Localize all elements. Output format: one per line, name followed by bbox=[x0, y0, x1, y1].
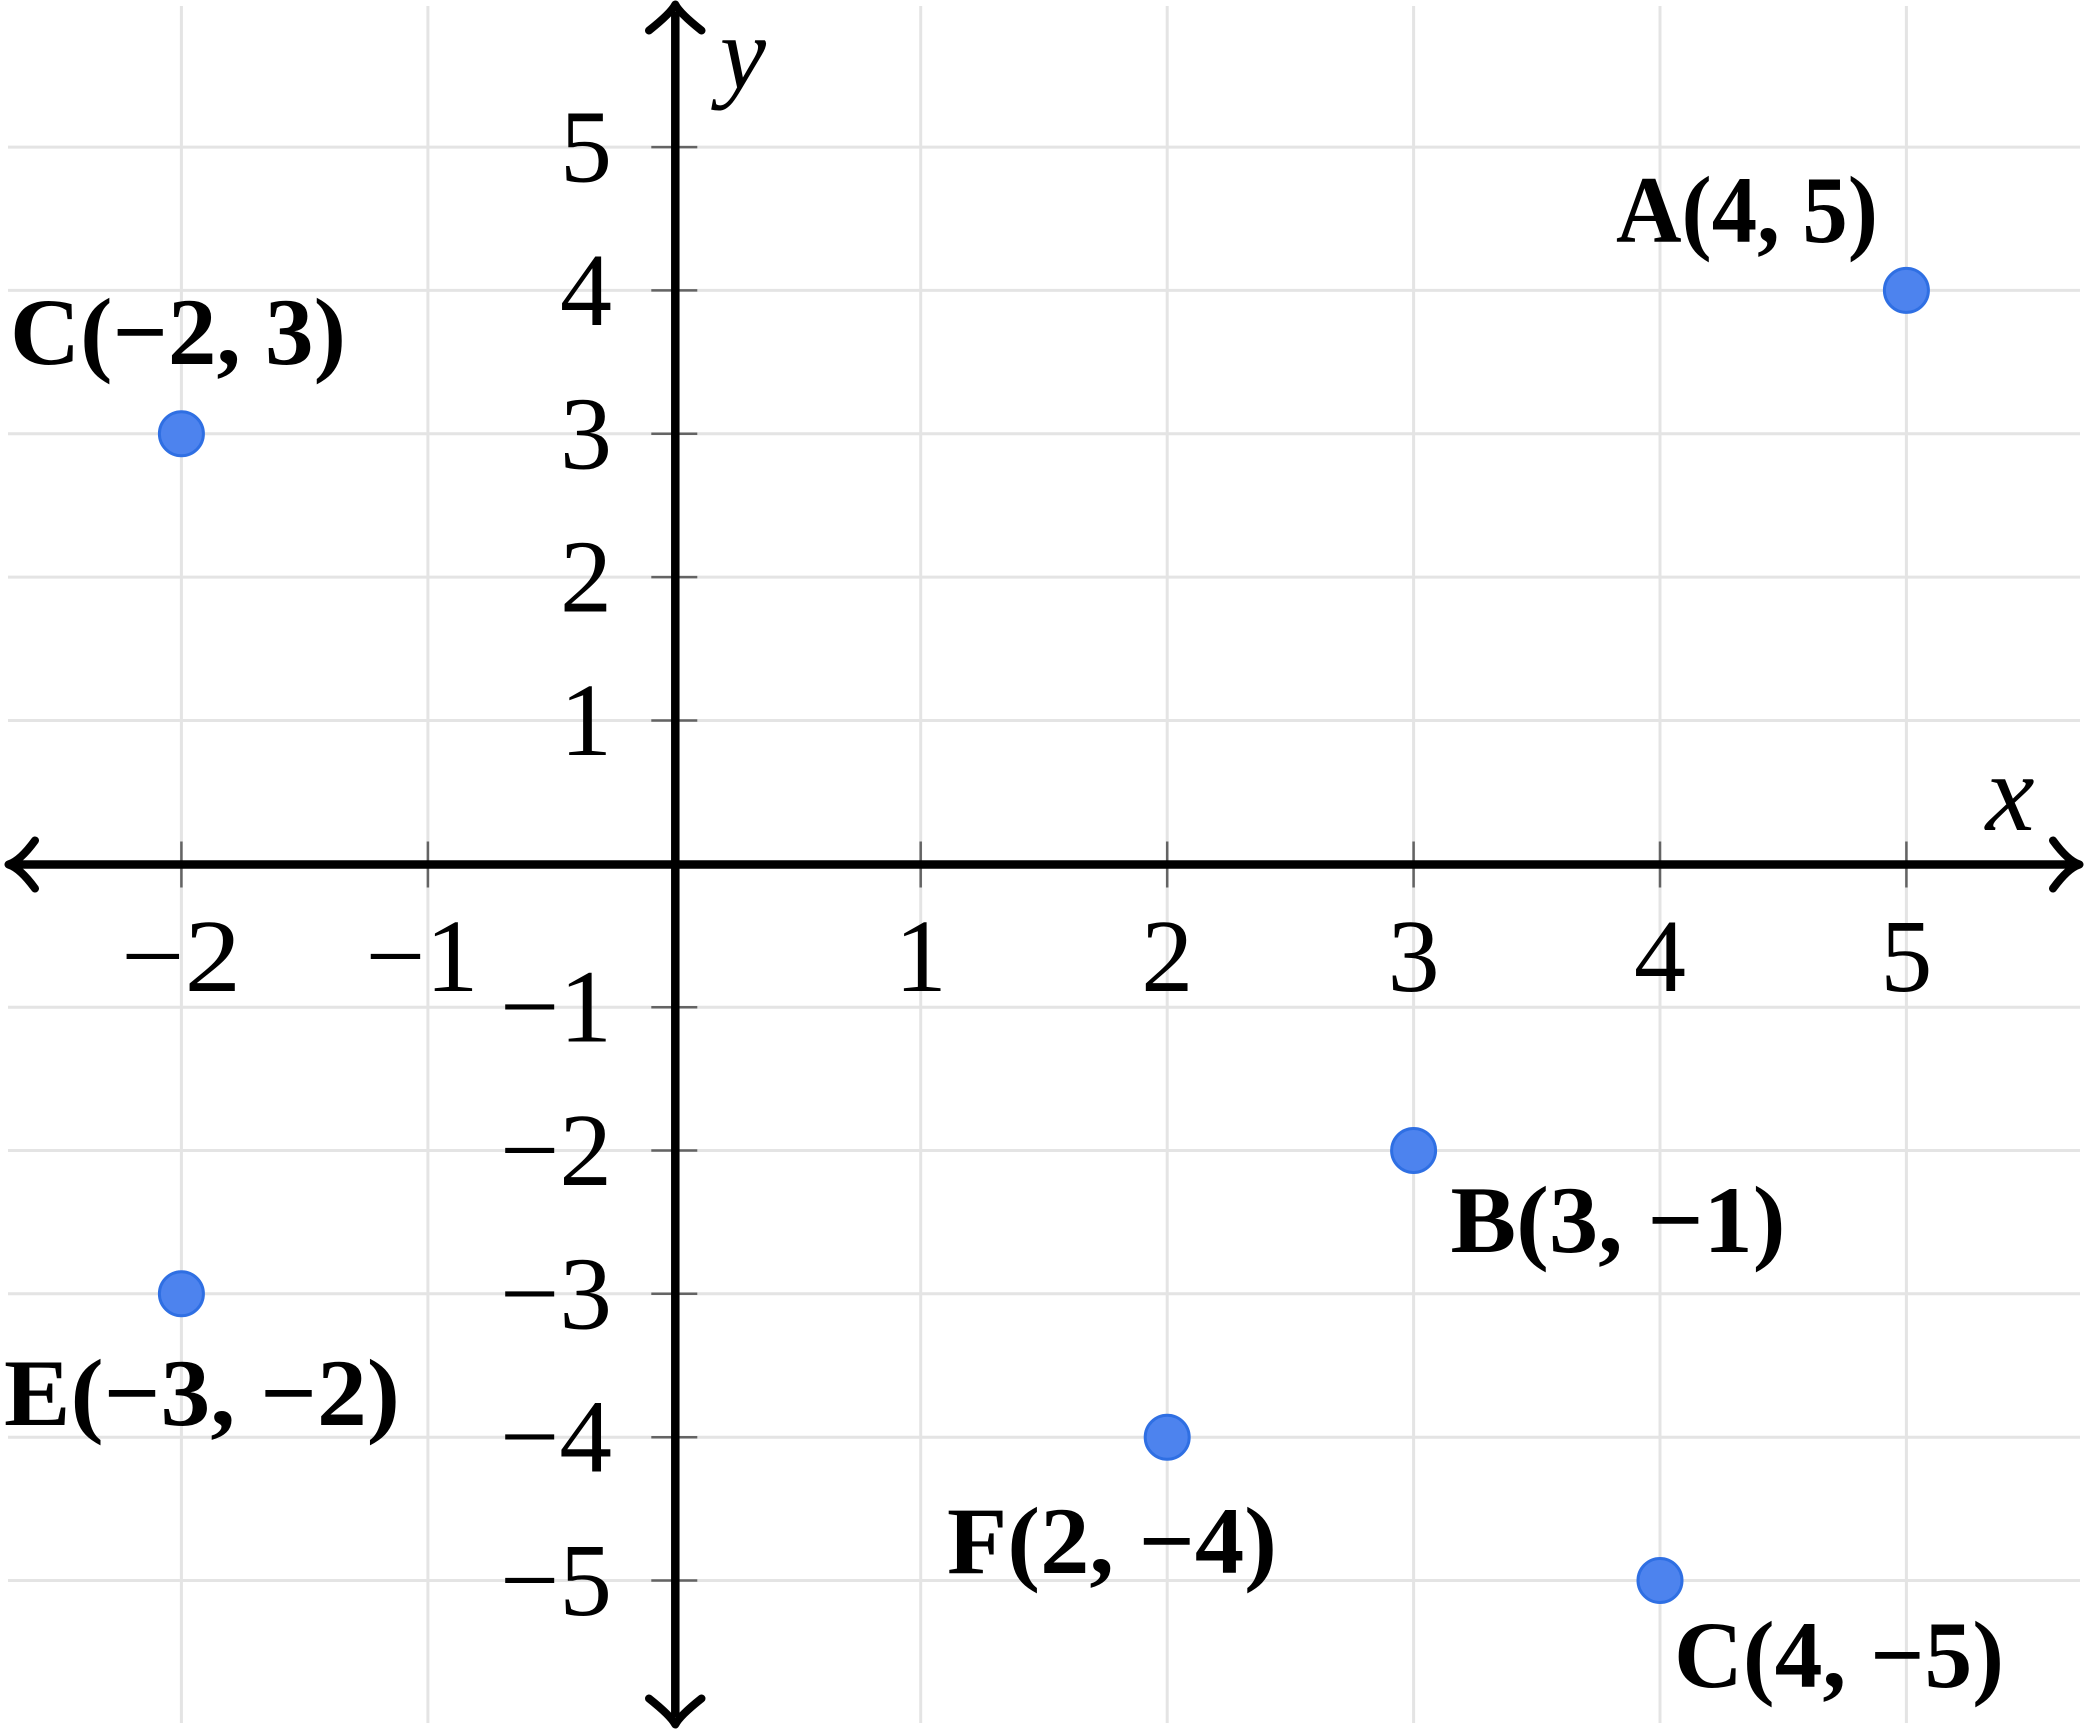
svg-text:−2: −2 bbox=[500, 1093, 612, 1208]
svg-text:4: 4 bbox=[560, 233, 612, 348]
svg-text:5: 5 bbox=[560, 90, 612, 205]
svg-text:2: 2 bbox=[560, 520, 612, 635]
svg-text:B(3, −1): B(3, −1) bbox=[1451, 1167, 1786, 1273]
svg-text:C(4, −5): C(4, −5) bbox=[1674, 1602, 2004, 1708]
svg-text:1: 1 bbox=[895, 899, 947, 1014]
svg-text:E(−3, −2): E(−3, −2) bbox=[4, 1340, 400, 1446]
svg-text:F(2, −4): F(2, −4) bbox=[947, 1488, 1277, 1594]
svg-text:3: 3 bbox=[560, 376, 612, 491]
svg-text:−5: −5 bbox=[500, 1523, 612, 1638]
svg-text:−1: −1 bbox=[500, 950, 612, 1065]
svg-text:3: 3 bbox=[1388, 899, 1440, 1014]
svg-text:−1: −1 bbox=[366, 899, 479, 1014]
svg-text:5: 5 bbox=[1880, 899, 1932, 1014]
svg-text:A(4, 5): A(4, 5) bbox=[1616, 157, 1878, 263]
svg-text:4: 4 bbox=[1634, 899, 1686, 1014]
svg-text:−4: −4 bbox=[500, 1380, 612, 1495]
svg-text:−2: −2 bbox=[121, 899, 241, 1014]
svg-text:1: 1 bbox=[560, 663, 612, 778]
svg-text:C(−2, 3): C(−2, 3) bbox=[10, 279, 346, 385]
svg-text:2: 2 bbox=[1141, 899, 1193, 1014]
svg-text:y: y bbox=[711, 0, 767, 111]
svg-text:−3: −3 bbox=[500, 1236, 612, 1351]
svg-text:x: x bbox=[1984, 732, 2035, 854]
